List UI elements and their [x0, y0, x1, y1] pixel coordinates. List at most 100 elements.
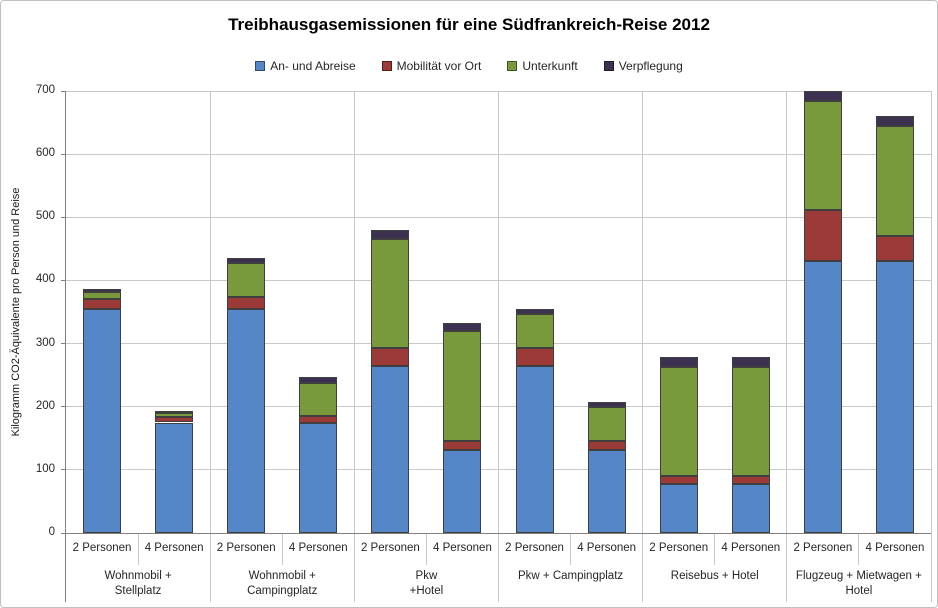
x-group-label-line: +Hotel	[409, 585, 444, 597]
chart-title: Treibhausgasemissionen für eine Südfrank…	[228, 15, 710, 34]
y-tick-label: 0	[48, 526, 55, 538]
bar-segment	[443, 330, 482, 442]
bar-segment	[155, 422, 194, 533]
bar-segment	[443, 322, 482, 331]
bar-segment	[587, 441, 626, 450]
plot-right-border	[930, 91, 932, 602]
y-tick-mark	[61, 406, 66, 408]
x-category-label: 2 Personen	[72, 542, 132, 554]
bar-segment	[371, 238, 410, 348]
x-group-label-line: Pkw + Campingplatz	[518, 570, 624, 582]
legend-swatch-icon	[381, 61, 392, 71]
group-separator	[209, 91, 211, 602]
y-tick-mark	[61, 216, 66, 218]
x-group-label: Wohnmobil + Stellplatz	[66, 569, 210, 599]
bar-segment	[371, 347, 410, 366]
bar-segment	[299, 382, 338, 416]
legend: An- und Abreise Mobilität vor Ort Unterkun…	[0, 59, 938, 73]
legend-swatch-icon	[603, 61, 614, 71]
category-separator	[425, 533, 427, 565]
x-group-label-line: Wohnmobil +	[104, 570, 172, 582]
x-category-label: 4 Personen	[865, 542, 925, 554]
group-separator	[786, 91, 788, 602]
bar-segment	[803, 261, 842, 533]
bar-segment	[731, 484, 770, 533]
legend-swatch-icon	[507, 61, 518, 71]
y-tick-mark	[61, 532, 66, 534]
bar-segment	[83, 292, 122, 299]
bar-segment	[875, 125, 914, 236]
x-group-label-line: Campingplatz	[247, 585, 318, 597]
x-group-label-line: Wohnmobil +	[248, 570, 316, 582]
x-category-label: 2 Personen	[360, 542, 420, 554]
x-category-label: 4 Personen	[577, 542, 637, 554]
bar-segment	[803, 101, 842, 210]
bar-segment	[587, 407, 626, 442]
bar-segment	[659, 366, 698, 477]
x-category-label: 4 Personen	[433, 542, 492, 554]
bar-segment	[227, 297, 266, 309]
bar-segment	[875, 116, 914, 126]
y-tick-mark	[61, 343, 66, 345]
bar-segment	[299, 415, 338, 424]
bar-segment	[587, 401, 626, 408]
x-category-label: 4 Personen	[721, 542, 781, 554]
category-separator	[714, 533, 716, 565]
bar-segment	[155, 410, 194, 414]
bar-segment	[83, 308, 122, 533]
bar-segment	[371, 365, 410, 533]
bar-segment	[515, 347, 554, 366]
x-category-label: 4 Personen	[144, 542, 204, 554]
bar-segment	[83, 298, 122, 309]
category-separator	[858, 533, 860, 565]
y-tick-mark	[61, 469, 66, 471]
bar-segment	[227, 263, 266, 298]
category-separator	[137, 533, 139, 565]
legend-item: An- und Abreise	[255, 59, 356, 73]
x-category-label: 2 Personen	[649, 542, 709, 554]
legend-swatch-icon	[255, 61, 266, 71]
y-tick-label: 600	[35, 147, 55, 160]
bar-segment	[299, 377, 338, 383]
bar-segment	[803, 209, 842, 262]
y-tick-label: 300	[35, 336, 55, 349]
bar-segment	[371, 229, 410, 239]
legend-label: Verpflegung	[618, 59, 683, 73]
category-separator	[281, 533, 283, 565]
bar-segment	[659, 484, 698, 533]
group-separator	[498, 91, 499, 602]
x-group-label-line: Pkw	[415, 570, 438, 582]
bar-segment	[659, 476, 698, 485]
x-group-label: Wohnmobil + Campingplatz	[210, 569, 354, 599]
y-tick-label: 100	[35, 462, 55, 475]
bar-segment	[515, 308, 554, 314]
y-tick-mark	[61, 153, 66, 155]
bar-segment	[731, 476, 770, 485]
x-group-label-line: Hotel	[845, 585, 873, 597]
bar-segment	[227, 308, 266, 533]
group-separator	[642, 91, 644, 602]
bar-segment	[731, 366, 770, 477]
bar-segment	[875, 235, 914, 262]
x-group-label: Reisebus + Hotel	[643, 569, 787, 584]
legend-label: An- und Abreise	[270, 59, 356, 73]
y-tick-mark	[61, 90, 66, 92]
x-category-label: 4 Personen	[288, 542, 348, 554]
x-group-label: Pkw +Hotel	[354, 569, 498, 599]
legend-item: Verpflegung	[603, 59, 683, 73]
x-group-label: Pkw + Campingplatz	[499, 569, 643, 584]
y-tick-label: 700	[35, 84, 55, 96]
legend-label: Mobilität vor Ort	[396, 59, 482, 73]
y-tick-label: 200	[35, 399, 55, 412]
x-group-label: Flugzeug + Mietwagen + Hotel	[787, 569, 931, 599]
y-tick-label: 500	[35, 210, 55, 223]
bar-segment	[659, 356, 698, 367]
group-separator	[353, 91, 355, 602]
bar-segment	[83, 289, 122, 293]
x-group-label-line: Stellplatz	[114, 585, 162, 597]
legend-item: Unterkunft	[507, 59, 578, 73]
x-category-label: 2 Personen	[793, 542, 853, 554]
category-separator	[570, 533, 572, 565]
bar-segment	[515, 313, 554, 348]
